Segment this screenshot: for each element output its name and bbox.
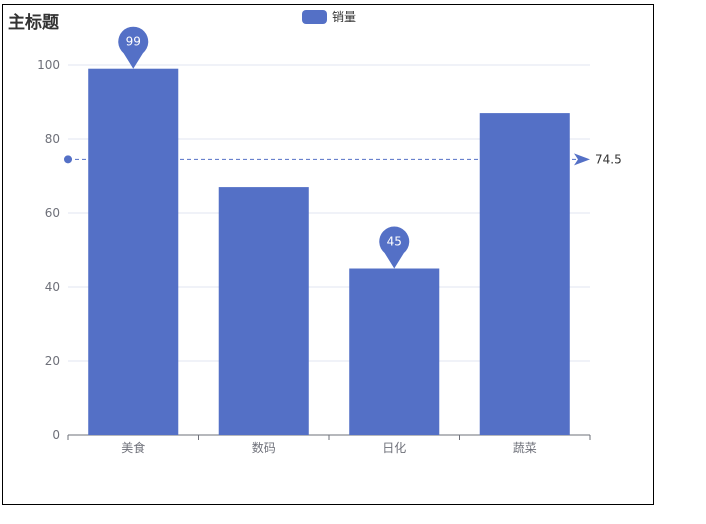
mark-line-start-dot [64,155,72,164]
y-tick-label: 60 [45,206,60,220]
mark-point-label: 45 [387,235,402,249]
mark-point-label: 99 [126,35,141,49]
y-tick-label: 0 [52,428,60,442]
x-tick-label: 美食 [121,440,145,455]
y-tick-label: 100 [37,58,60,72]
y-tick-label: 20 [45,354,60,368]
x-tick-label: 蔬菜 [513,441,537,455]
mark-point-pin [379,226,410,269]
legend-swatch[interactable] [302,9,327,24]
legend-label[interactable]: 销量 [332,10,357,24]
mark-line-label: 74.5 [595,152,622,166]
bar-数码 [218,187,309,435]
x-tick-label: 日化 [382,441,406,455]
mark-line-arrow [574,153,590,166]
bar-美食 [88,68,179,435]
legend[interactable]: 销量 [302,8,356,25]
bar-日化 [349,268,440,435]
chart-title: 主标题 [8,13,59,33]
y-tick-label: 80 [45,132,60,146]
bar-蔬菜 [479,113,570,435]
mark-point-pin [118,26,149,69]
y-tick-label: 40 [45,280,60,294]
x-tick-label: 数码 [252,440,276,455]
